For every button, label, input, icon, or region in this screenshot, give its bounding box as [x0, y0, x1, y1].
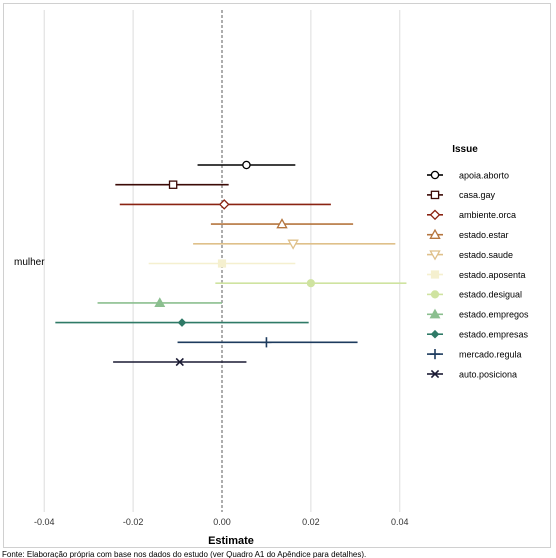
legend-item-apoia.aborto: apoia.aborto: [427, 170, 509, 180]
legend-key-marker: [429, 308, 441, 319]
legend-label: estado.empresas: [459, 330, 529, 340]
series-group: [55, 160, 407, 367]
y-category-label: mulher: [14, 257, 45, 268]
legend-key-marker: [429, 250, 441, 261]
x-tick-label: 0.00: [213, 517, 231, 527]
point-estimate: [175, 357, 184, 367]
legend-item-mercado.regula: mercado.regula: [427, 349, 522, 359]
legend-label: casa.gay: [459, 190, 496, 200]
legend-items: apoia.aborto casa.gay ambiente.orca estado.…: [427, 170, 529, 379]
series-estado.empregos: [97, 297, 222, 307]
point-estimate: [287, 239, 299, 250]
point-estimate: [306, 279, 315, 288]
legend-key-marker: [429, 209, 441, 221]
legend-item-estado.desigual: estado.desigual: [427, 290, 522, 300]
legend-item-ambiente.orca: ambiente.orca: [427, 209, 516, 221]
series-estado.saude: [193, 239, 396, 250]
point-estimate: [242, 160, 251, 170]
legend-item-auto.posiciona: auto.posiciona: [427, 369, 517, 379]
x-axis-label: Estimate: [208, 535, 254, 547]
series-estado.aposenta: [148, 259, 296, 268]
point-estimate: [218, 199, 230, 210]
series-apoia.aborto: [197, 160, 296, 170]
series-ambiente.orca: [119, 199, 331, 210]
legend-label: ambiente.orca: [459, 210, 516, 220]
legend-label: estado.saude: [459, 250, 513, 260]
x-tick-label: 0.04: [391, 517, 409, 527]
point-estimate: [154, 297, 166, 307]
footnote: Fonte: Elaboração própria com base nos d…: [2, 551, 367, 558]
legend-item-estado.aposenta: estado.aposenta: [427, 270, 526, 280]
series-estado.desigual: [215, 279, 407, 288]
point-estimate: [217, 259, 227, 268]
legend-key-marker: [430, 270, 440, 279]
point-estimate: [177, 318, 187, 327]
legend-item-estado.empregos: estado.empregos: [427, 308, 529, 320]
point-estimate: [261, 337, 272, 348]
x-tick-label: 0.02: [302, 517, 320, 527]
series-estado.empresas: [55, 318, 309, 327]
legend-key-marker: [430, 190, 440, 200]
legend-key-marker: [429, 349, 441, 360]
legend-label: estado.desigual: [459, 290, 522, 300]
gridlines: [43, 10, 401, 512]
legend-item-estado.empresas: estado.empresas: [427, 330, 529, 340]
legend-label: estado.aposenta: [459, 270, 526, 280]
legend-key-marker: [430, 290, 440, 299]
point-estimate: [168, 180, 178, 189]
legend-key-marker: [429, 228, 441, 239]
series-estado.estar: [210, 218, 354, 229]
legend-key-marker: [430, 329, 440, 339]
legend-item-estado.saude: estado.saude: [427, 250, 513, 261]
legend-key-marker: [430, 369, 440, 379]
legend-item-estado.estar: estado.estar: [427, 228, 509, 240]
legend-label: estado.empregos: [459, 310, 529, 320]
point-estimate: [276, 218, 288, 229]
x-tick-label: -0.04: [34, 517, 55, 527]
legend-key-marker: [430, 170, 440, 180]
x-tick-label: -0.02: [123, 517, 144, 527]
legend: Issue apoia.aborto casa.gay ambiente.orca e…: [427, 144, 529, 379]
legend-title: Issue: [452, 144, 478, 155]
legend-label: estado.estar: [459, 230, 509, 240]
series-auto.posiciona: [113, 357, 247, 367]
legend-label: mercado.regula: [459, 349, 522, 359]
x-axis: -0.04 -0.02 0.00 0.02 0.04: [34, 517, 409, 527]
legend-label: apoia.aborto: [459, 170, 509, 180]
series-mercado.regula: [177, 337, 358, 348]
series-casa.gay: [115, 180, 229, 189]
legend-label: auto.posiciona: [459, 369, 517, 379]
legend-item-casa.gay: casa.gay: [427, 190, 496, 200]
